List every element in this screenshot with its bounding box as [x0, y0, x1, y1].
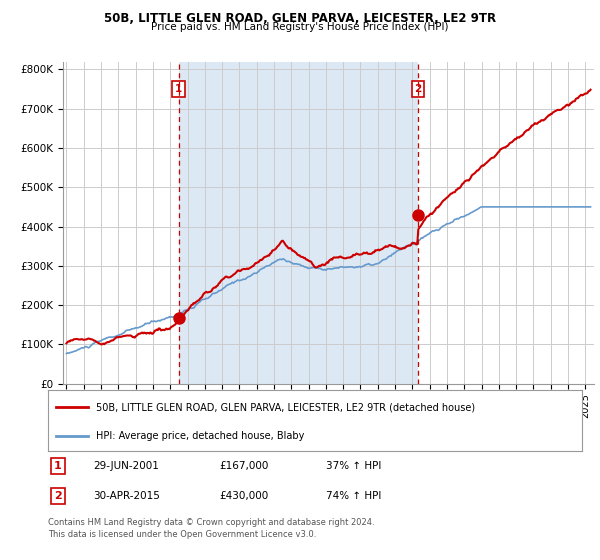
Bar — [179, 62, 418, 384]
Text: 50B, LITTLE GLEN ROAD, GLEN PARVA, LEICESTER, LE2 9TR: 50B, LITTLE GLEN ROAD, GLEN PARVA, LEICE… — [104, 12, 496, 25]
Text: Price paid vs. HM Land Registry's House Price Index (HPI): Price paid vs. HM Land Registry's House … — [151, 22, 449, 32]
Text: 37% ↑ HPI: 37% ↑ HPI — [326, 461, 381, 471]
Text: 50B, LITTLE GLEN ROAD, GLEN PARVA, LEICESTER, LE2 9TR (detached house): 50B, LITTLE GLEN ROAD, GLEN PARVA, LEICE… — [96, 402, 475, 412]
Text: This data is licensed under the Open Government Licence v3.0.: This data is licensed under the Open Gov… — [48, 530, 316, 539]
Text: 2: 2 — [54, 491, 61, 501]
Text: Contains HM Land Registry data © Crown copyright and database right 2024.: Contains HM Land Registry data © Crown c… — [48, 518, 374, 527]
Text: £430,000: £430,000 — [219, 491, 268, 501]
Text: HPI: Average price, detached house, Blaby: HPI: Average price, detached house, Blab… — [96, 431, 304, 441]
Text: 29-JUN-2001: 29-JUN-2001 — [94, 461, 159, 471]
Text: 1: 1 — [175, 84, 182, 94]
Text: 1: 1 — [54, 461, 61, 471]
Text: 74% ↑ HPI: 74% ↑ HPI — [326, 491, 381, 501]
Text: £167,000: £167,000 — [219, 461, 268, 471]
Text: 30-APR-2015: 30-APR-2015 — [94, 491, 160, 501]
Text: 2: 2 — [415, 84, 422, 94]
